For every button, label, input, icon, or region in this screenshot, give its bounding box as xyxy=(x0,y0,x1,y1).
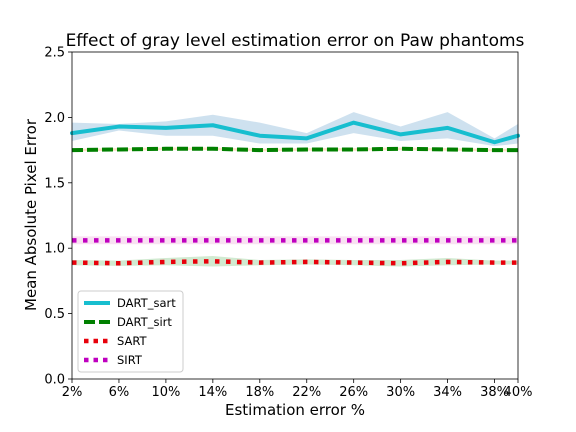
x-tick-label: 18% xyxy=(245,385,274,400)
y-tick-label: 1.0 xyxy=(44,242,65,257)
series-line-dart-sirt xyxy=(71,146,518,153)
y-axis: 0.0 0.5 1.0 1.5 2.0 2.5 xyxy=(44,46,72,388)
legend-label-sart: SART xyxy=(117,334,148,348)
legend-label-dart-sirt: DART_sirt xyxy=(117,315,172,329)
y-tick-label: 0.5 xyxy=(44,307,65,322)
x-tick-label: 22% xyxy=(292,385,321,400)
series-line-dart-sart xyxy=(70,120,520,145)
y-tick-label: 2.0 xyxy=(44,111,65,126)
x-tick-label: 40% xyxy=(504,385,533,400)
legend-label-dart-sart: DART_sart xyxy=(117,296,176,310)
x-axis: 2% 6% 10% 14% 18% 22% 26% 30% 34% 38%40% xyxy=(62,379,533,400)
chart-title: Effect of gray level estimation error on… xyxy=(66,31,525,51)
legend-box xyxy=(77,290,184,373)
x-tick-label: 34% xyxy=(433,385,462,400)
x-tick-label: 30% xyxy=(386,385,415,400)
y-tick-label: 2.5 xyxy=(44,46,65,61)
legend-label-sirt: SIRT xyxy=(117,353,143,367)
x-axis-label: Estimation error % xyxy=(225,401,365,419)
band-dart-sart xyxy=(72,112,518,147)
series-lines xyxy=(70,120,520,266)
plot-frame xyxy=(71,51,519,380)
series-line-sart xyxy=(71,259,518,266)
x-tick-label: 2% xyxy=(62,385,83,400)
x-tick-label: 10% xyxy=(151,385,180,400)
x-tick-label: 26% xyxy=(339,385,368,400)
y-tick-label: 1.5 xyxy=(44,176,65,191)
x-tick-label: 38% xyxy=(480,385,509,400)
y-tick-label: 0.0 xyxy=(44,373,65,388)
x-tick-label: 14% xyxy=(198,385,227,400)
x-tick-label: 6% xyxy=(109,385,130,400)
legend: DART_sart DART_sirt SART SIRT xyxy=(77,290,184,373)
y-axis-label: Mean Absolute Pixel Error xyxy=(22,118,40,311)
